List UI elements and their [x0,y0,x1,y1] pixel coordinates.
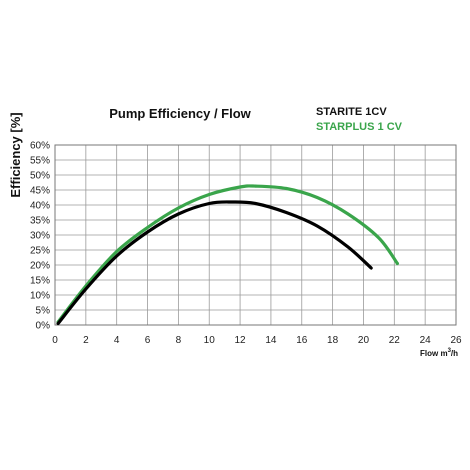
x-axis-label-sup: 3 [448,348,452,354]
plot-border [54,144,457,326]
y-tick-label-30: 30% [30,231,50,242]
series-layer [56,184,399,326]
y-tick-label-50: 50% [30,171,50,182]
x-axis-label-main: Flow m [420,349,448,358]
x-tick-label-18: 18 [327,335,339,346]
y-tick-label-55: 55% [30,156,50,167]
x-tick-label-14: 14 [265,335,277,346]
x-axis-label-suffix: /h [451,349,458,358]
y-tick-label-25: 25% [30,246,50,257]
y-tick-label-10: 10% [30,291,50,302]
x-tick-label-6: 6 [145,335,151,346]
series-line-starite [56,200,373,326]
x-tick-label-26: 26 [450,335,462,346]
y-tick-label-0: 0% [36,321,51,332]
y-tick-label-35: 35% [30,216,50,227]
y-tick-label-40: 40% [30,201,50,212]
x-axis-label: Flow m3/h [420,348,458,358]
legend-entry-starite: STARITE 1CV [316,106,387,118]
x-tick-label-4: 4 [114,335,120,346]
x-tick-label-22: 22 [389,335,401,346]
y-tick-label-60: 60% [30,141,50,152]
x-tick-label-0: 0 [52,335,58,346]
legend-entry-starplus: STARPLUS 1 CV [316,121,403,133]
x-tick-label-2: 2 [83,335,89,346]
y-tick-label-20: 20% [30,261,50,272]
y-axis-label: Efficiency [%] [8,112,23,197]
x-tick-label-12: 12 [235,335,247,346]
x-tick-label-20: 20 [358,335,370,346]
grid [54,144,457,326]
tick-labels: 0%5%10%15%20%25%30%35%40%45%50%55%60%0 2 4… [30,141,462,347]
series-line-starplus [56,184,399,324]
y-tick-label-15: 15% [30,276,50,287]
x-tick-label-16: 16 [296,335,308,346]
x-tick-label-24: 24 [420,335,432,346]
x-tick-label-10: 10 [204,335,216,346]
y-tick-label-5: 5% [36,306,51,317]
x-tick-label-8: 8 [176,335,182,346]
chart-title: Pump Efficiency / Flow [109,106,251,121]
y-tick-label-45: 45% [30,186,50,197]
